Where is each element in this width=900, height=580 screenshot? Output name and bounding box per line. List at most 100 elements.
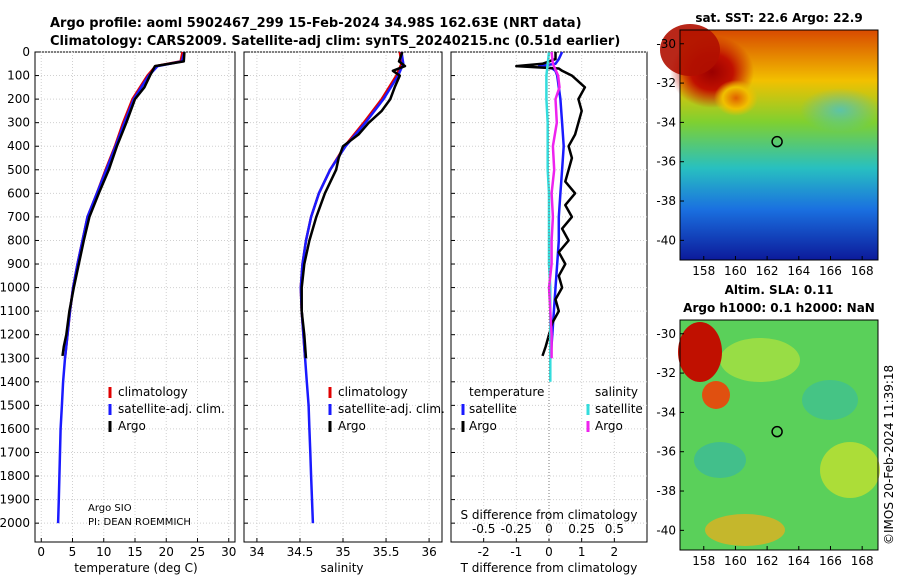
depth-axis: 0 100 200 300 400 500 600 700 800 900 1000 1100 1200… [0, 45, 30, 530]
x-tick-label-salinity: 0.5 [605, 522, 624, 536]
lat-tick-label: -30 [656, 37, 676, 51]
legend-satellite-adj: satellite-adj. clim. [338, 402, 445, 416]
legend-argo: Argo [118, 419, 146, 433]
float-position-marker [771, 425, 783, 438]
lat-tick-label: -40 [656, 233, 676, 247]
x-tick-label: 15 [127, 545, 142, 559]
s-difference-axis-label: S difference from climatology [461, 508, 638, 522]
lat-tick-label: -38 [656, 194, 676, 208]
sla-patch [694, 442, 746, 478]
lon-tick-label: 164 [787, 264, 810, 278]
lat-tick-label: -32 [656, 76, 676, 90]
temperature-axis-label: temperature (deg C) [74, 561, 197, 575]
legend-salinity-heading: salinity [595, 385, 638, 399]
series-line-satellite-adj-clim- [299, 51, 405, 524]
sla-patch [820, 442, 880, 498]
lon-tick-label: 168 [851, 264, 874, 278]
sst-map-frame [679, 29, 879, 261]
legend-t-argo: Argo [469, 419, 497, 433]
sst-map-title: sat. SST: 22.6 Argo: 22.9 [695, 11, 862, 25]
sla-map-title-1: Altim. SLA: 0.11 [725, 283, 834, 297]
x-tick-label: 2 [611, 545, 619, 559]
lon-tick-label: 166 [819, 264, 842, 278]
title-line-2: Climatology: CARS2009. Satellite-adj cli… [50, 34, 620, 49]
float-position-marker [771, 135, 783, 148]
sla-map [678, 319, 880, 551]
depth-tick-label: 1200 [0, 328, 30, 342]
depth-tick-label: 900 [7, 257, 30, 271]
depth-tick-label: 300 [7, 116, 30, 130]
lat-tick-label: -36 [656, 155, 676, 169]
sst-cool-patch [800, 88, 880, 132]
lat-tick-label: -38 [656, 484, 676, 498]
x-tick-label: 35.5 [373, 545, 400, 559]
sla-map-frame [679, 319, 879, 551]
timestamp: ©IMOS 20-Feb-2024 11:39:18 [882, 365, 896, 545]
x-tick-label: -1 [510, 545, 522, 559]
legend-satellite-adj: satellite-adj. clim. [118, 402, 225, 416]
legend-climatology: climatology [338, 385, 408, 399]
depth-tick-label: 200 [7, 92, 30, 106]
lon-tick-label: 158 [692, 264, 715, 278]
x-tick-label: 0 [545, 545, 553, 559]
series-line-temperature-argo [515, 52, 587, 357]
depth-tick-label: 2000 [0, 516, 30, 530]
x-axes: 0 5 10 15 20 25 30 34 34.5 35 35.5 36 -2 -1 0 1 2 -0.5 -0.… [37, 522, 623, 559]
depth-tick-label: 700 [7, 210, 30, 224]
lat-tick-label: -34 [656, 405, 676, 419]
legend-temperature-heading: temperature [469, 385, 544, 399]
sla-patch [802, 380, 858, 420]
x-tick-label: 5 [69, 545, 77, 559]
x-tick-label: 10 [96, 545, 111, 559]
pi-credit: PI: DEAN ROEMMICH [88, 517, 191, 528]
difference-legend: temperature salinity satellite Argo sate… [461, 385, 643, 433]
x-tick-label: 0 [37, 545, 45, 559]
series-line-argo [61, 51, 186, 357]
x-tick-label-salinity: 0.25 [568, 522, 595, 536]
x-tick-label: -2 [478, 545, 490, 559]
sst-warm-patch [714, 80, 758, 116]
lat-tick-label: -34 [656, 115, 676, 129]
lat-tick-label: -30 [656, 327, 676, 341]
series-line-argo [300, 51, 407, 359]
title-line-1: Argo profile: aoml 5902467_299 15-Feb-20… [50, 16, 582, 31]
sst-map [660, 24, 880, 261]
t-difference-axis-label: T difference from climatology [460, 561, 638, 575]
sst-warm-core [660, 24, 720, 76]
lon-tick-label: 160 [724, 554, 747, 568]
sla-map-axes: 158 160 162 164 166 168 -30 -32 -34 -36 -38 -40 [656, 327, 873, 568]
lon-tick-label: 164 [787, 554, 810, 568]
depth-tick-label: 500 [7, 163, 30, 177]
depth-tick-label: 1000 [0, 281, 30, 295]
depth-tick-label: 1800 [0, 469, 30, 483]
depth-tick-label: 1100 [0, 304, 30, 318]
salinity-axis-label: salinity [320, 561, 363, 575]
legend-s-argo: Argo [595, 419, 623, 433]
sla-high [702, 381, 730, 409]
lon-tick-label: 162 [756, 554, 779, 568]
sla-patch [705, 514, 785, 546]
x-tick-label: 20 [159, 545, 174, 559]
x-tick-label: 35 [335, 545, 350, 559]
legend-t-satellite: satellite [469, 402, 517, 416]
x-tick-label: 25 [190, 545, 205, 559]
lon-tick-label: 162 [756, 264, 779, 278]
x-tick-label: 30 [221, 545, 236, 559]
series-line-salinity-argo [547, 51, 561, 359]
series-line-satellite-adj-clim- [56, 51, 186, 524]
depth-tick-label: 400 [7, 139, 30, 153]
legend-s-satellite: satellite [595, 402, 643, 416]
sla-map-title-2: Argo h1000: 0.1 h2000: NaN [683, 301, 875, 315]
depth-tick-label: 0 [22, 45, 30, 59]
legend-argo: Argo [338, 419, 366, 433]
temperature-panel [34, 51, 236, 543]
x-tick-label: 1 [578, 545, 586, 559]
series-line-climatology [63, 51, 184, 359]
series-line-salinity-satellite [545, 51, 552, 382]
lon-tick-label: 166 [819, 554, 842, 568]
x-tick-label: 34.5 [287, 545, 314, 559]
x-tick-label-salinity: -0.25 [501, 522, 532, 536]
lat-tick-label: -36 [656, 445, 676, 459]
x-tick-label-salinity: -0.5 [472, 522, 495, 536]
